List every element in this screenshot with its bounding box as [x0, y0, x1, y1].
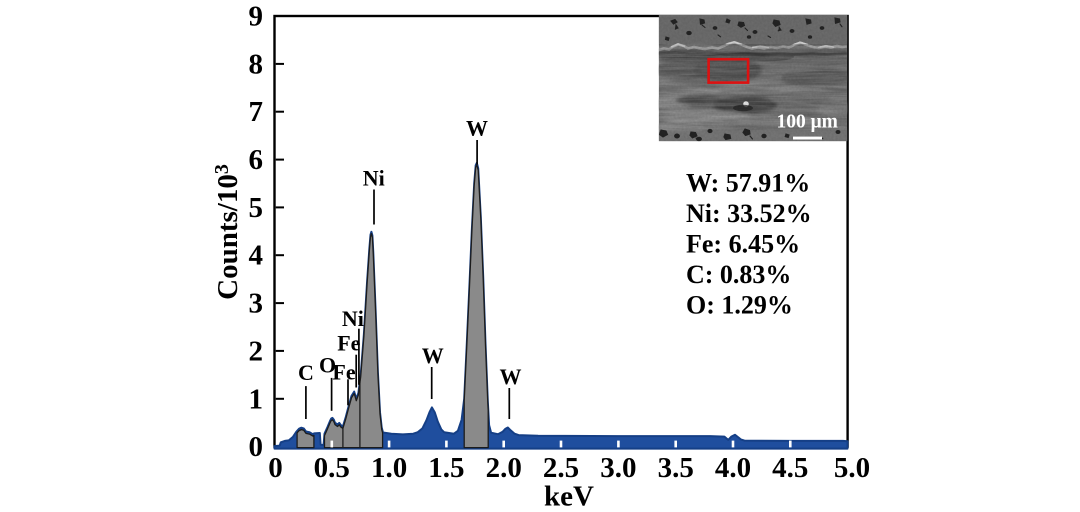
svg-text:3.0: 3.0	[600, 452, 636, 484]
svg-text:Fe: Fe	[332, 359, 355, 384]
svg-text:0: 0	[249, 431, 264, 463]
svg-text:7: 7	[249, 96, 264, 128]
svg-text:5.0: 5.0	[834, 452, 870, 484]
svg-text:6: 6	[249, 144, 264, 176]
svg-text:O: O	[319, 353, 336, 378]
svg-text:W: W	[466, 115, 488, 140]
svg-text:Ni: Ni	[363, 166, 385, 191]
svg-text:0.5: 0.5	[314, 452, 350, 484]
svg-text:4.5: 4.5	[772, 452, 808, 484]
svg-text:Fe: Fe	[337, 331, 360, 356]
svg-text:3: 3	[249, 288, 264, 320]
svg-text:4.0: 4.0	[715, 452, 751, 484]
svg-text:5: 5	[249, 192, 264, 224]
svg-text:9: 9	[249, 1, 264, 33]
svg-text:2.0: 2.0	[486, 452, 522, 484]
svg-text:2.5: 2.5	[543, 452, 579, 484]
svg-text:Counts/103: Counts/103	[211, 164, 244, 300]
svg-text:W: W	[500, 364, 522, 389]
svg-text:2: 2	[249, 335, 264, 367]
svg-text:1.0: 1.0	[371, 452, 407, 484]
svg-text:1.5: 1.5	[428, 452, 464, 484]
svg-text:0: 0	[268, 452, 283, 484]
svg-text:8: 8	[249, 48, 264, 80]
svg-text:Ni: 33.52%: Ni: 33.52%	[686, 199, 812, 228]
svg-text:O: 1.29%: O: 1.29%	[686, 291, 793, 320]
svg-text:W: W	[422, 343, 444, 368]
svg-text:100 μm: 100 μm	[777, 112, 838, 133]
svg-text:4: 4	[249, 240, 264, 272]
svg-text:C: 0.83%: C: 0.83%	[686, 260, 791, 289]
svg-text:W: 57.91%: W: 57.91%	[686, 169, 810, 198]
svg-text:keV: keV	[544, 481, 594, 512]
svg-text:1: 1	[249, 383, 264, 415]
svg-text:Fe: 6.45%: Fe: 6.45%	[686, 230, 800, 259]
svg-text:3.5: 3.5	[658, 452, 694, 484]
svg-text:C: C	[298, 360, 314, 385]
svg-text:Ni: Ni	[342, 306, 364, 331]
